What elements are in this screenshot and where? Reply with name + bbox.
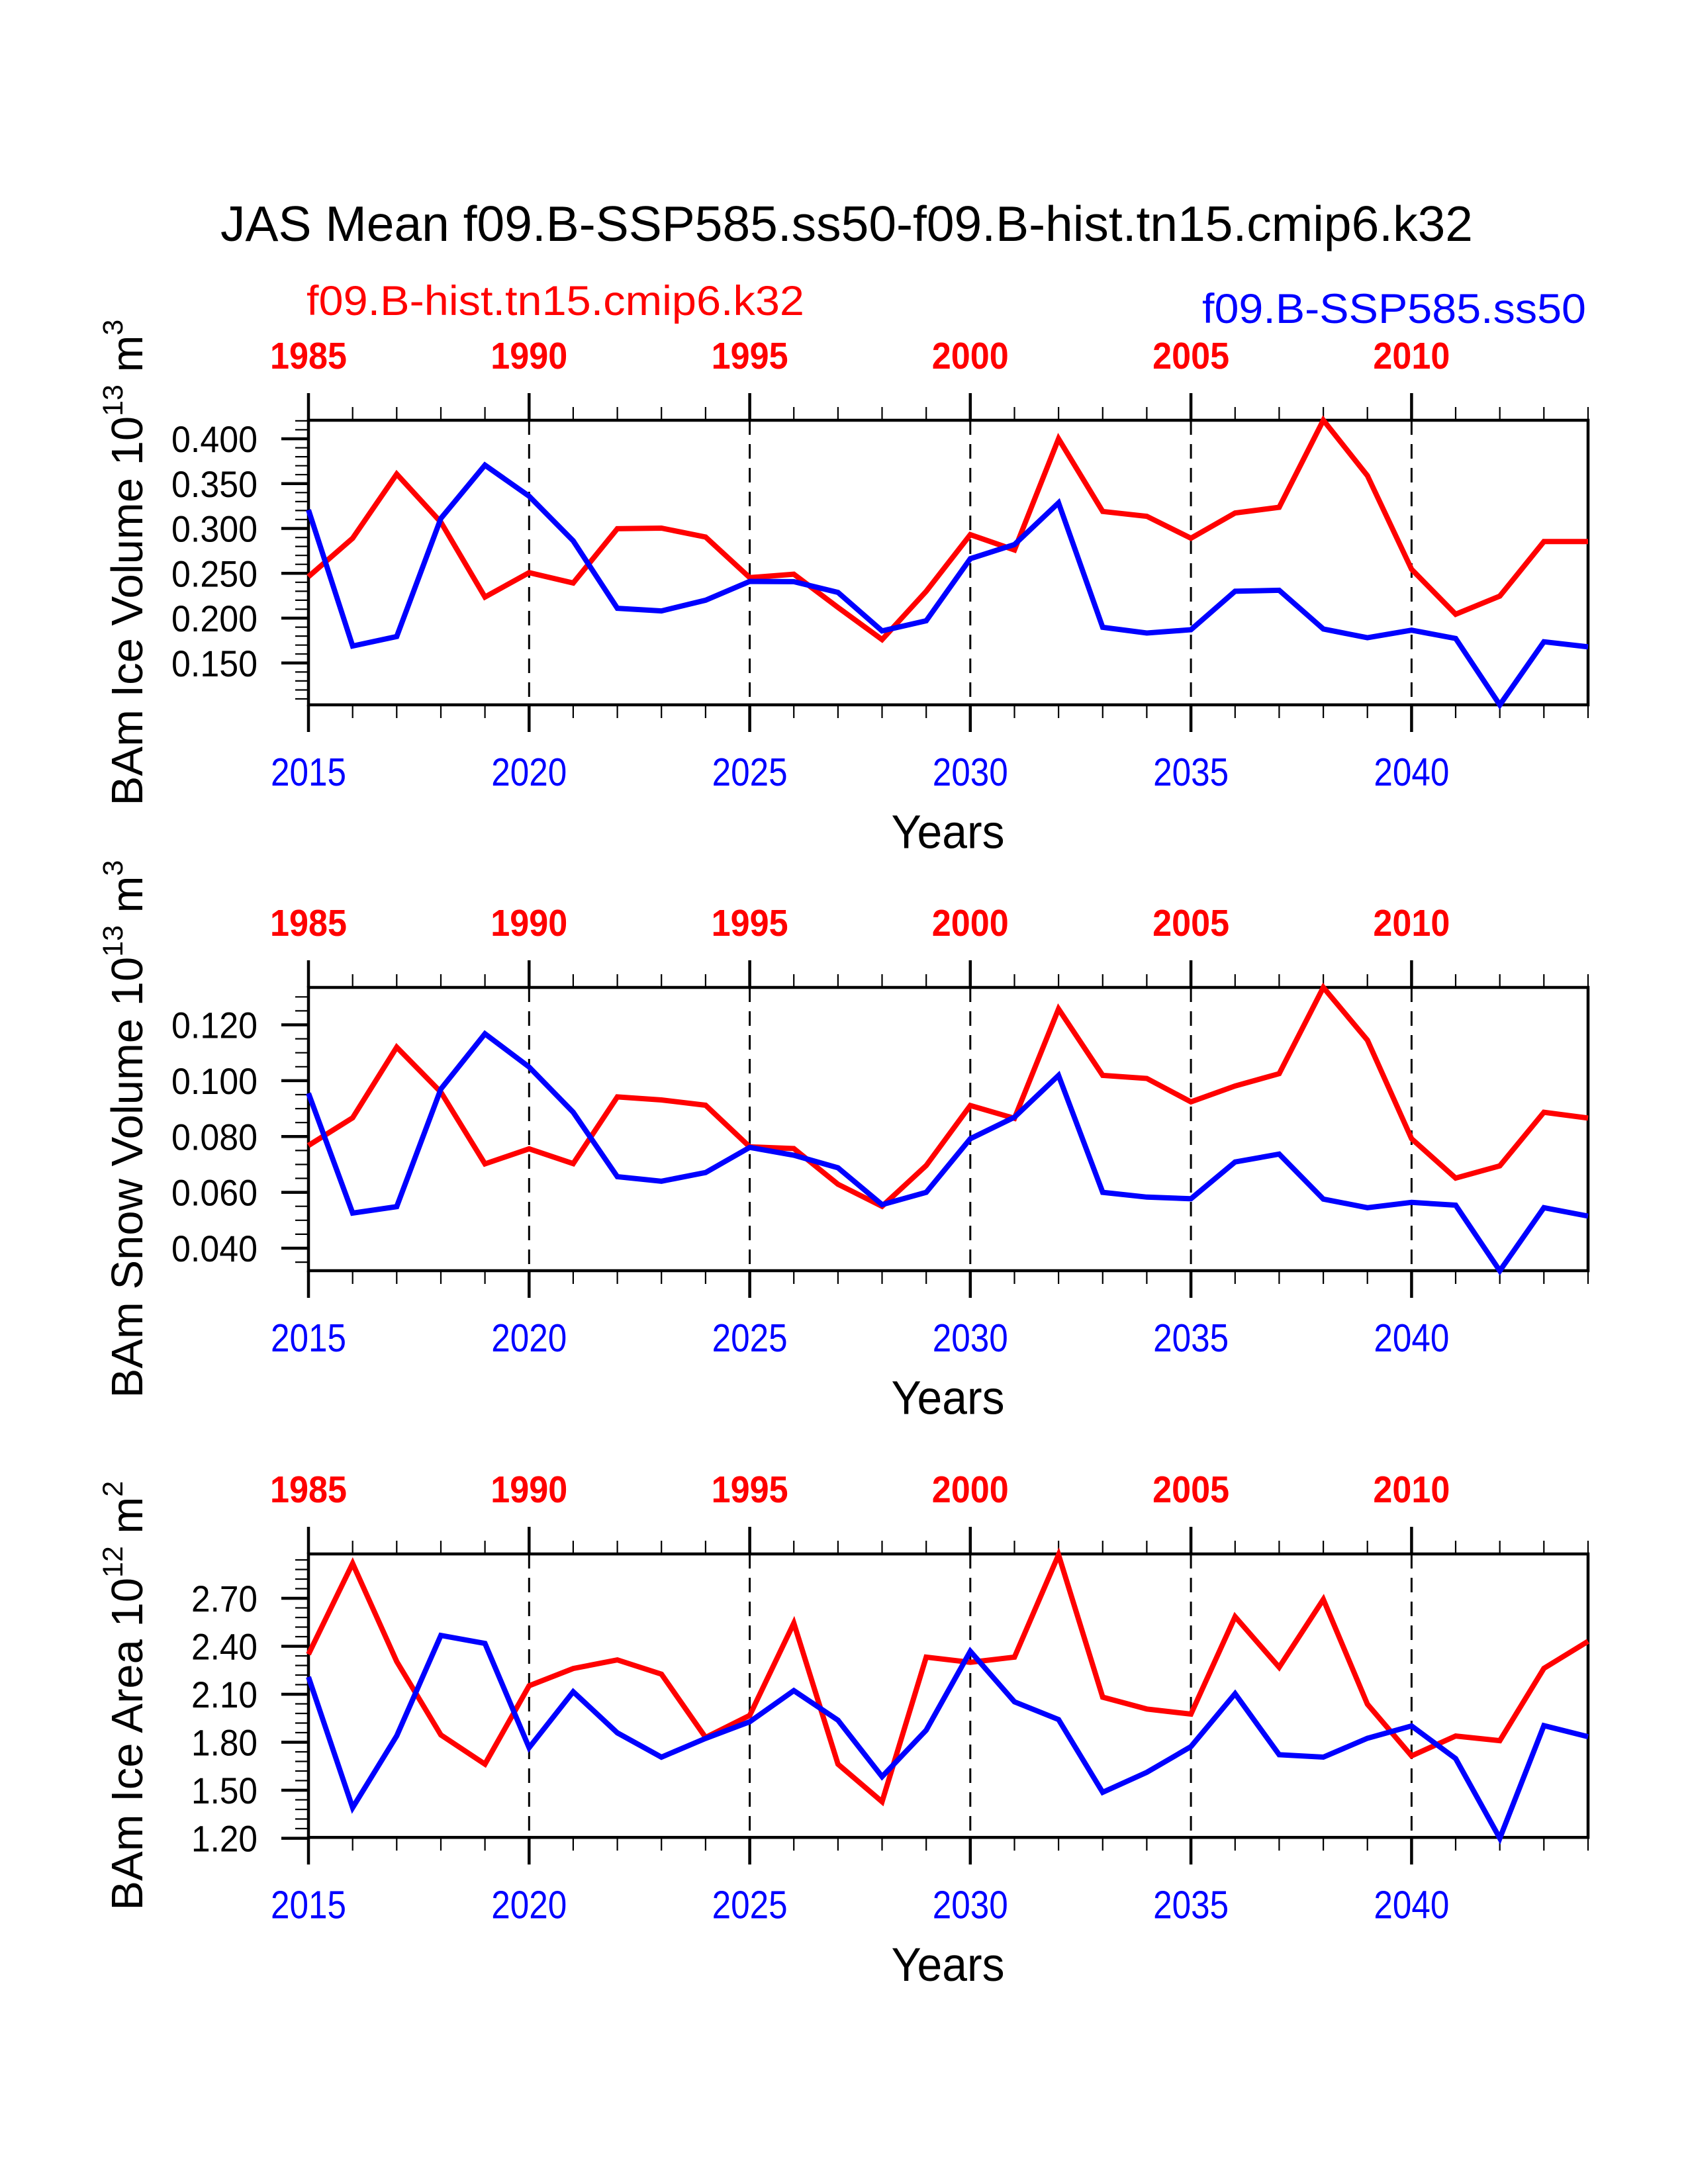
svg-text:2030: 2030: [933, 1883, 1008, 1927]
svg-text:0.300: 0.300: [171, 508, 258, 550]
svg-text:Years: Years: [892, 1939, 1005, 1991]
svg-text:2015: 2015: [271, 1316, 346, 1360]
svg-text:1995: 1995: [712, 335, 788, 377]
svg-text:2020: 2020: [491, 751, 567, 794]
svg-text:Years: Years: [892, 807, 1005, 859]
svg-text:0.150: 0.150: [171, 643, 258, 684]
svg-text:1990: 1990: [491, 902, 567, 944]
svg-text:1.20: 1.20: [191, 1818, 258, 1860]
svg-text:0.100: 0.100: [171, 1060, 258, 1102]
svg-text:2.70: 2.70: [191, 1578, 258, 1619]
svg-text:f09.B-hist.tn15.cmip6.k32: f09.B-hist.tn15.cmip6.k32: [306, 278, 804, 324]
svg-text:1990: 1990: [491, 1469, 567, 1511]
svg-text:0.400: 0.400: [171, 418, 258, 460]
svg-text:2025: 2025: [712, 751, 788, 794]
svg-text:2.40: 2.40: [191, 1626, 258, 1668]
svg-text:1985: 1985: [270, 1469, 347, 1511]
svg-text:Years: Years: [892, 1373, 1005, 1425]
svg-text:2010: 2010: [1373, 1469, 1450, 1511]
svg-text:BAm Snow Volume 1013 m3: BAm Snow Volume 1013 m3: [97, 860, 152, 1398]
svg-text:1995: 1995: [712, 1469, 788, 1511]
svg-text:1985: 1985: [270, 902, 347, 944]
svg-text:BAm Ice Area 1012 m2: BAm Ice Area 1012 m2: [97, 1481, 152, 1911]
svg-text:0.120: 0.120: [171, 1005, 258, 1046]
svg-text:2015: 2015: [271, 1883, 346, 1927]
svg-text:BAm Ice Volume 1013 m3: BAm Ice Volume 1013 m3: [97, 320, 152, 806]
svg-text:2.10: 2.10: [191, 1674, 258, 1715]
svg-text:f09.B-SSP585.ss50: f09.B-SSP585.ss50: [1202, 286, 1586, 332]
svg-text:1985: 1985: [270, 335, 347, 377]
svg-text:2005: 2005: [1152, 1469, 1229, 1511]
svg-text:0.250: 0.250: [171, 553, 258, 594]
svg-text:2000: 2000: [932, 902, 1009, 944]
svg-text:2025: 2025: [712, 1883, 788, 1927]
svg-text:2010: 2010: [1373, 335, 1450, 377]
svg-text:2015: 2015: [271, 751, 346, 794]
svg-text:2035: 2035: [1153, 751, 1229, 794]
svg-text:2035: 2035: [1153, 1316, 1229, 1360]
svg-text:0.060: 0.060: [171, 1172, 258, 1214]
svg-text:2040: 2040: [1374, 751, 1449, 794]
svg-text:2040: 2040: [1374, 1316, 1449, 1360]
svg-text:1995: 1995: [712, 902, 788, 944]
svg-text:2040: 2040: [1374, 1883, 1449, 1927]
svg-text:2020: 2020: [491, 1883, 567, 1927]
svg-text:JAS Mean f09.B-SSP585.ss50-f09: JAS Mean f09.B-SSP585.ss50-f09.B-hist.tn…: [220, 196, 1473, 251]
svg-text:2035: 2035: [1153, 1883, 1229, 1927]
svg-text:0.080: 0.080: [171, 1116, 258, 1158]
svg-text:2010: 2010: [1373, 902, 1450, 944]
svg-text:2005: 2005: [1152, 335, 1229, 377]
svg-text:0.200: 0.200: [171, 598, 258, 639]
svg-text:2005: 2005: [1152, 902, 1229, 944]
svg-text:2030: 2030: [933, 1316, 1008, 1360]
svg-text:2025: 2025: [712, 1316, 788, 1360]
svg-text:1.80: 1.80: [191, 1722, 258, 1764]
svg-text:2020: 2020: [491, 1316, 567, 1360]
svg-text:1990: 1990: [491, 335, 567, 377]
svg-text:0.350: 0.350: [171, 463, 258, 505]
svg-text:2000: 2000: [932, 1469, 1009, 1511]
svg-text:1.50: 1.50: [191, 1770, 258, 1811]
svg-text:0.040: 0.040: [171, 1228, 258, 1269]
svg-text:2000: 2000: [932, 335, 1009, 377]
svg-text:2030: 2030: [933, 751, 1008, 794]
